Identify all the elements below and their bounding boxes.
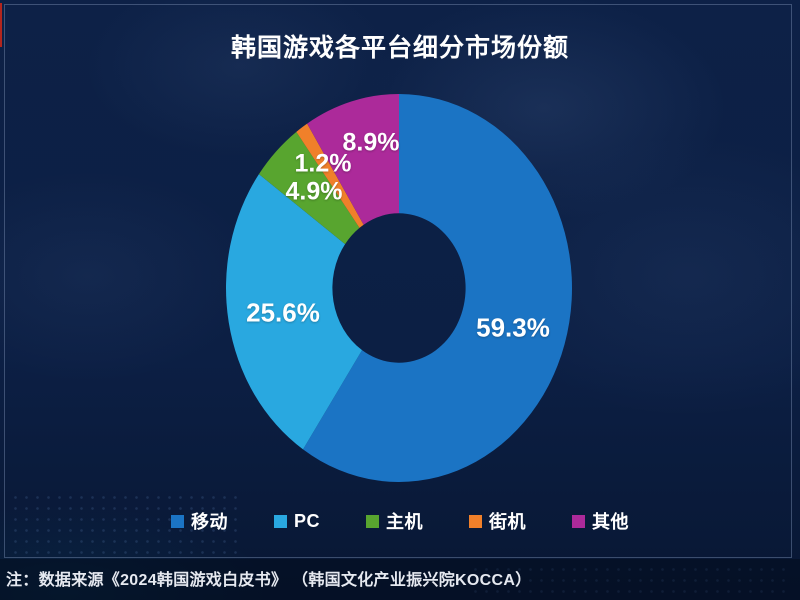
legend-item-其他: 其他	[572, 508, 629, 534]
legend-swatch-PC	[273, 514, 287, 528]
source-note: 注：数据来源《2024韩国游戏白皮书》 （韩国文化产业振兴院KOCCA）	[6, 572, 532, 589]
legend-item-主机: 主机	[366, 508, 423, 534]
legend-item-PC: PC	[273, 510, 320, 532]
screen-edge-artifact	[0, 3, 2, 47]
legend-swatch-街机	[469, 514, 482, 528]
chart-title: 韩国游戏各平台细分市场份额	[230, 34, 569, 62]
legend-item-移动: 移动	[170, 508, 228, 534]
pie-slice-街机	[296, 123, 364, 228]
legend-swatch-主机	[366, 514, 379, 528]
legend-label-其他: 其他	[592, 512, 629, 532]
legend-label-主机: 主机	[386, 512, 423, 532]
legend-swatch-移动	[170, 514, 184, 528]
pie-slice-移动	[303, 94, 572, 482]
pie-slice-PC	[226, 174, 363, 450]
legend-swatch-其他	[572, 514, 585, 528]
pie-slice-其他	[307, 94, 399, 225]
pie-slice-主机	[258, 131, 360, 245]
chart-legend: 移动 PC 主机 街机 其他	[0, 508, 800, 534]
slice-value-label-街机: 1.2%	[294, 149, 352, 178]
donut-chart-svg	[226, 94, 572, 482]
slice-value-label-主机: 4.9%	[285, 177, 343, 206]
legend-label-移动: 移动	[190, 512, 228, 532]
legend-label-街机: 街机	[489, 512, 526, 532]
slice-value-label-PC: 25.6%	[246, 297, 320, 328]
footer-strip	[0, 559, 800, 600]
slice-value-label-其他: 8.9%	[342, 128, 400, 157]
legend-label-PC: PC	[293, 510, 320, 531]
slice-value-label-移动: 59.3%	[476, 312, 550, 343]
legend-item-街机: 街机	[469, 508, 526, 534]
